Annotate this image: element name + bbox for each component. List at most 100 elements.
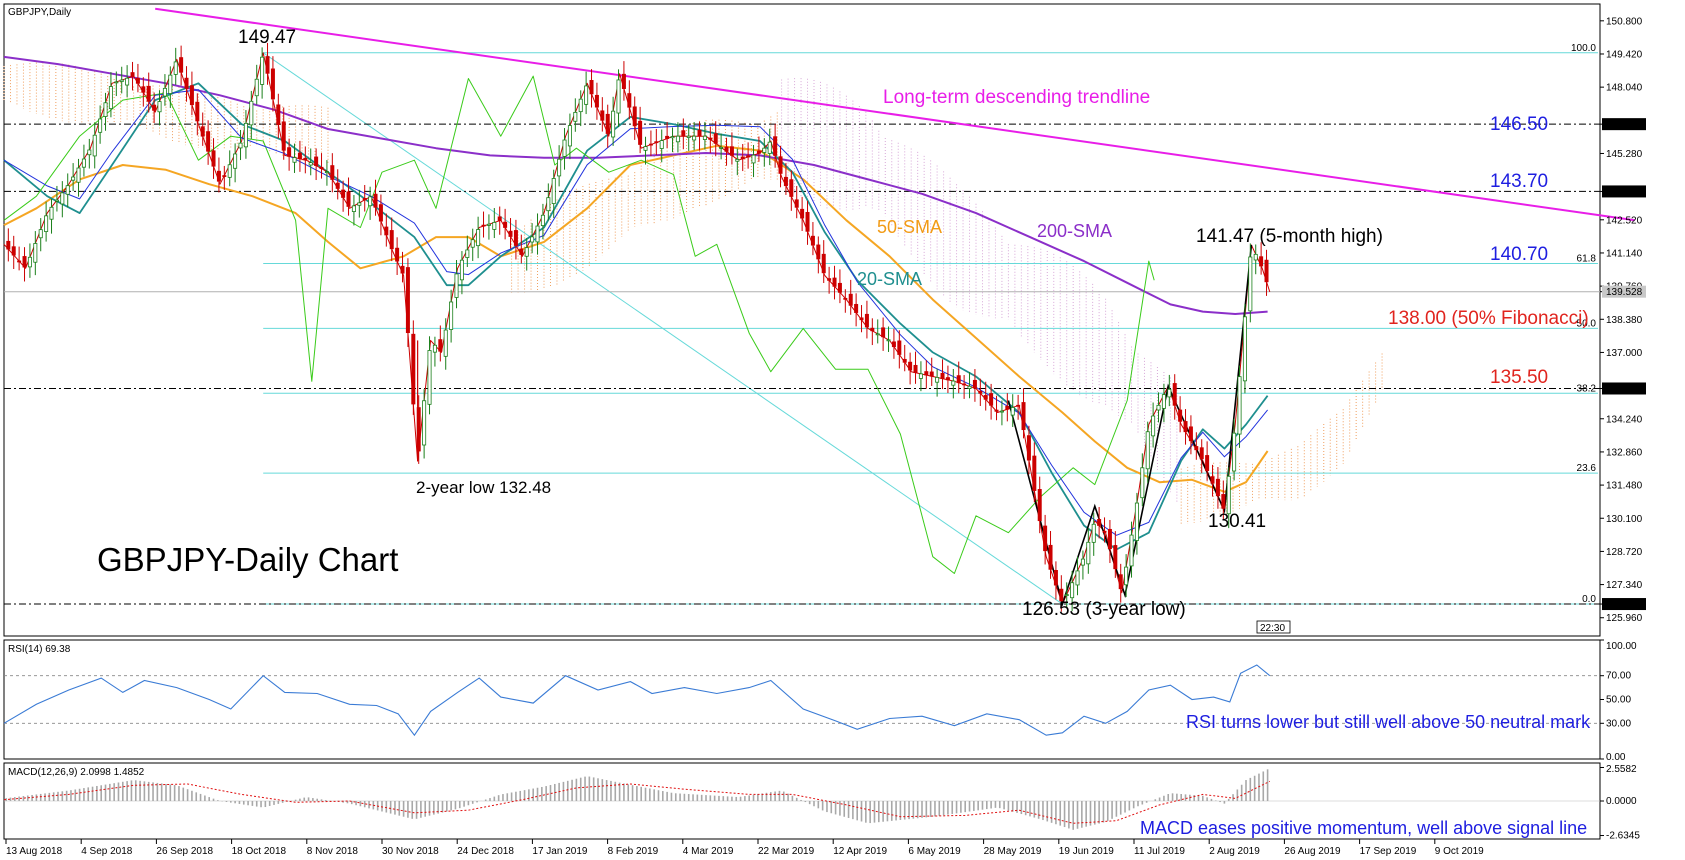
candle-body	[854, 303, 859, 313]
candle-body	[157, 101, 162, 113]
y-tick-label: 128.720	[1606, 547, 1643, 558]
x-tick-label: 26 Sep 2018	[156, 846, 213, 857]
candle-body	[724, 146, 729, 152]
candle-body	[897, 340, 902, 355]
rsi-header: RSI(14) 69.38	[8, 644, 71, 655]
candle-body	[692, 135, 697, 141]
time-marker-label: 22:30	[1260, 623, 1285, 634]
candle-body	[1070, 582, 1075, 599]
x-tick-label: 28 May 2019	[984, 846, 1042, 857]
candle-body	[292, 157, 297, 163]
candle-body	[983, 395, 988, 400]
candle-body	[762, 147, 767, 153]
annotation-2-year-low: 2-year low 132.48	[416, 478, 551, 497]
candle-body	[821, 253, 826, 274]
series-chikou-span	[3, 75, 1155, 574]
candle-body	[287, 147, 292, 157]
candle-body	[989, 393, 994, 406]
annotation-3-year-low: 126.53 (3-year low)	[1022, 599, 1186, 620]
candle-body	[438, 339, 443, 352]
candle-body	[1043, 525, 1048, 552]
candle-body	[675, 135, 680, 143]
candle-body	[540, 214, 545, 227]
candle-body	[216, 170, 221, 182]
annotation-trendline: Long-term descending trendline	[883, 87, 1150, 108]
candle-body	[1097, 519, 1102, 526]
candle-body	[908, 361, 913, 371]
candle-body	[1232, 432, 1237, 472]
candle-body	[324, 171, 329, 174]
macd-header: MACD(12,26,9) 2.0998 1.4852	[8, 767, 145, 778]
candle-body	[378, 204, 383, 222]
candle-body	[800, 208, 805, 219]
candle-body	[1048, 544, 1053, 570]
candle-body	[49, 206, 54, 220]
y-tick-label: 135.500	[1606, 384, 1643, 395]
candle-body	[864, 313, 869, 328]
candle-body	[222, 175, 227, 177]
candle-body	[189, 85, 194, 106]
rsi-y-tick-label: 70.00	[1606, 671, 1631, 682]
candle-body	[611, 110, 616, 138]
candle-body	[972, 379, 977, 389]
candle-body	[1199, 447, 1204, 460]
candle-body	[627, 93, 632, 108]
candle-body	[756, 150, 761, 154]
y-tick-label: 125.960	[1606, 613, 1643, 624]
candle-body	[665, 135, 670, 139]
rsi-line	[3, 664, 1271, 737]
candle-body	[6, 240, 11, 250]
fib-level-label: 23.6	[1577, 463, 1597, 474]
candle-body	[681, 130, 686, 137]
candle-body	[708, 137, 713, 140]
candle-body	[605, 113, 610, 134]
candle-body	[270, 68, 275, 100]
y-tick-label: 138.380	[1606, 315, 1643, 326]
candle-body	[600, 110, 605, 121]
candle-body	[621, 73, 626, 89]
y-tick-label: 127.340	[1606, 580, 1643, 591]
candle-body	[951, 380, 956, 386]
candle-body	[659, 140, 664, 149]
candle-body	[249, 100, 254, 126]
x-tick-label: 30 Nov 2018	[382, 846, 439, 857]
candle-body	[1215, 478, 1220, 497]
candle-body	[816, 244, 821, 260]
price-y-axis: 150.800 149.420 148.040 146.500 145.280 143.7…	[1600, 16, 1646, 624]
x-tick-label: 18 Oct 2018	[232, 846, 287, 857]
candle-body	[638, 120, 643, 145]
candle-body	[384, 226, 389, 236]
candle-body	[260, 56, 265, 85]
candle-body	[319, 166, 324, 170]
candle-body	[578, 98, 583, 113]
y-tick-label: 146.500	[1606, 120, 1643, 131]
candle-body	[670, 136, 675, 139]
candle-body	[891, 341, 896, 348]
y-tick-label: 132.860	[1606, 447, 1643, 458]
candle-body	[368, 196, 373, 207]
candle-body	[778, 156, 783, 174]
candle-body	[562, 139, 567, 157]
macd-series: 2.5582 0.0000 -2.6345	[3, 764, 1640, 842]
candle-body	[573, 111, 578, 122]
candle-body	[1242, 316, 1247, 382]
candle-body	[530, 236, 535, 243]
fib-diagonal	[262, 52, 1063, 605]
price-header: GBPJPY,Daily	[8, 7, 71, 18]
x-tick-label: 26 Aug 2019	[1284, 846, 1341, 857]
candle-body	[1124, 566, 1129, 586]
candle-body	[589, 80, 594, 95]
candle-body	[1205, 455, 1210, 472]
candle-body	[1226, 475, 1231, 515]
candle-body	[130, 72, 135, 77]
candle-body	[740, 156, 745, 160]
candle-body	[200, 126, 205, 137]
fib-level-label: 61.8	[1577, 254, 1597, 265]
candle-body	[751, 154, 756, 164]
candle-body	[1194, 446, 1199, 451]
x-tick-label: 22 Mar 2019	[758, 846, 815, 857]
candle-body	[389, 230, 394, 250]
candle-body	[141, 86, 146, 93]
x-tick-label: 8 Nov 2018	[307, 846, 359, 857]
candle-body	[1016, 404, 1021, 407]
